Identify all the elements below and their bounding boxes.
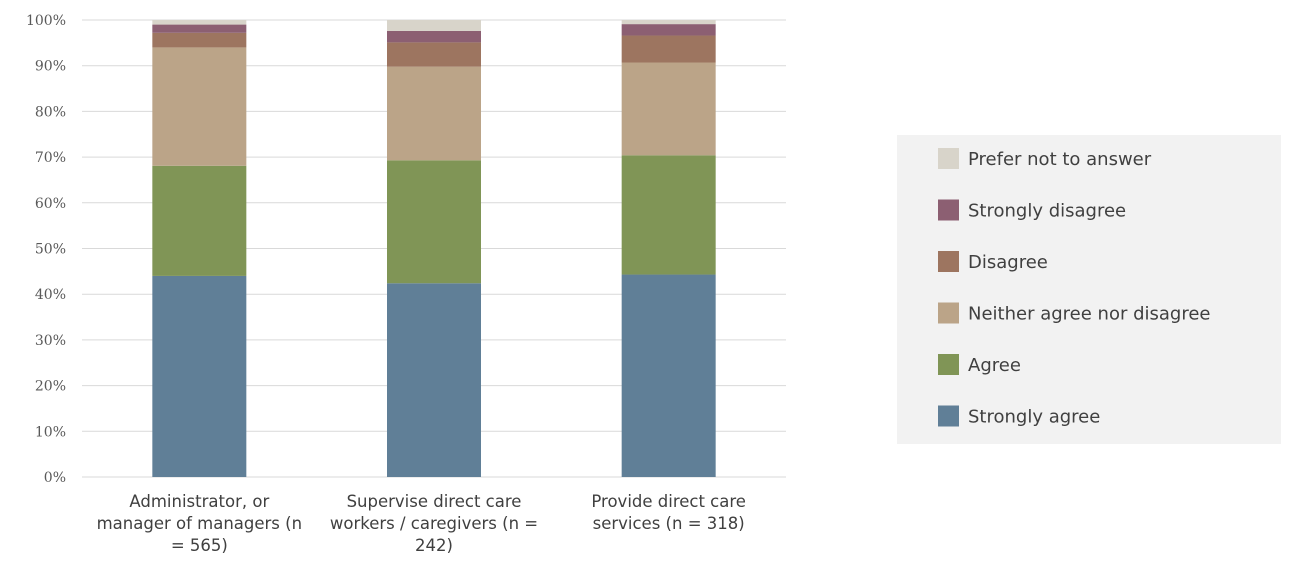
legend-item-neither-agree-nor-disagree: Neither agree nor disagree [938, 302, 1211, 325]
x-category-label: Supervise direct care workers / caregiver… [330, 492, 538, 555]
legend-swatch [938, 405, 959, 427]
legend-item-agree: Agree [938, 354, 1021, 376]
legend-item-prefer-not-to-answer: Prefer not to answer [938, 148, 1152, 170]
bar-segment-strongly-agree [387, 283, 481, 477]
legend-swatch [938, 354, 959, 375]
legend-label: Agree [968, 355, 1021, 376]
bar-segment-agree [621, 155, 716, 275]
legend-label: Disagree [968, 252, 1048, 273]
y-tick-label: 70% [35, 150, 66, 166]
bar-segment-prefer-not-to-answer [152, 20, 247, 25]
bar-segment-prefer-not-to-answer [621, 20, 716, 25]
bar-stack [621, 20, 716, 477]
bar-segment-disagree [621, 35, 716, 63]
x-category-label: Administrator, or manager of managers (n =… [97, 492, 302, 555]
bar-segment-strongly-disagree [387, 30, 481, 43]
x-category-label: Provide direct care services (n = 318) [591, 492, 746, 533]
bar-stack [387, 20, 481, 477]
legend-swatch [938, 199, 959, 221]
bar-stack [152, 20, 247, 477]
bar-segment-prefer-not-to-answer [387, 20, 481, 31]
y-tick-label: 10% [35, 424, 66, 440]
legend-label: Neither agree nor disagree [968, 304, 1211, 325]
y-tick-label: 0% [44, 470, 66, 486]
legend-swatch [938, 148, 959, 169]
x-category-label-line: 242) [415, 536, 453, 555]
bar-segment-neither-agree-nor-disagree [621, 62, 716, 156]
x-category-label-line: services (n = 318) [593, 514, 745, 533]
x-category-label-line: manager of managers (n [97, 514, 302, 533]
legend-item-strongly-agree: Strongly agree [938, 405, 1100, 428]
y-tick-label: 50% [35, 242, 66, 258]
legend-box [897, 135, 1281, 444]
y-tick-label: 20% [35, 379, 66, 395]
bar-segment-agree [152, 165, 247, 276]
x-category-label-line: = 565) [171, 536, 228, 555]
x-category-label-line: Supervise direct care [347, 492, 522, 511]
legend-item-strongly-disagree: Strongly disagree [938, 199, 1126, 222]
bar-stacks [152, 20, 716, 477]
y-tick-label: 90% [35, 59, 66, 75]
legend-swatch [938, 302, 959, 324]
bar-segment-strongly-disagree [621, 24, 716, 36]
bar-segment-disagree [387, 42, 481, 67]
y-axis-tick-labels: 0% 10% 20% 30% 40% 50% 60% 70% 80% 90% 100% [26, 13, 66, 486]
x-category-label-line: Administrator, or [129, 492, 269, 511]
y-tick-label: 30% [35, 333, 66, 349]
bar-segment-strongly-agree [152, 275, 247, 477]
bar-segment-disagree [152, 32, 247, 48]
bar-segment-neither-agree-nor-disagree [152, 47, 247, 166]
legend-label: Strongly agree [968, 407, 1100, 428]
legend-item-disagree: Disagree [938, 251, 1048, 273]
y-tick-label: 100% [26, 13, 66, 29]
y-tick-label: 80% [35, 104, 66, 120]
x-category-label-line: Provide direct care [591, 492, 746, 511]
legend-label: Prefer not to answer [968, 149, 1152, 170]
y-tick-label: 40% [35, 287, 66, 303]
bar-segment-neither-agree-nor-disagree [387, 66, 481, 161]
x-axis-category-labels: Administrator, or manager of managers (n =… [97, 492, 746, 555]
bar-segment-strongly-disagree [152, 24, 247, 33]
bar-segment-strongly-agree [621, 274, 716, 477]
x-category-label-line: workers / caregivers (n = [330, 514, 538, 533]
y-tick-label: 60% [35, 196, 66, 212]
bar-segment-agree [387, 160, 481, 284]
legend-label: Strongly disagree [968, 201, 1126, 222]
legend: Prefer not to answer Strongly disagree Dis… [897, 135, 1281, 444]
legend-swatch [938, 251, 959, 272]
